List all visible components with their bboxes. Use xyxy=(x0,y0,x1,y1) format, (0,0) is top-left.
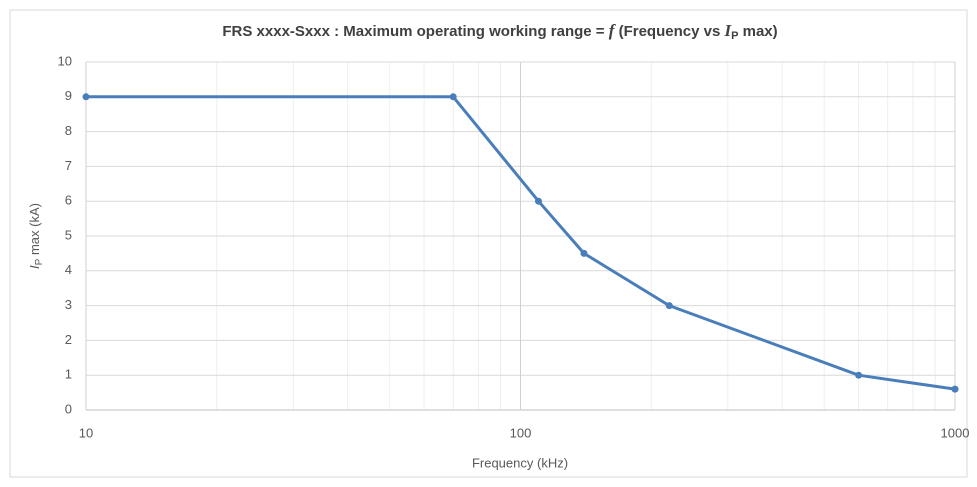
y-tick-label: 8 xyxy=(65,123,72,138)
chart-border xyxy=(9,9,968,478)
y-tick-label: 1 xyxy=(65,367,72,382)
title-part: max) xyxy=(738,23,777,40)
x-tick-label: 10 xyxy=(79,425,93,440)
y-label-part: I xyxy=(27,265,42,269)
title-part: (Frequency vs xyxy=(614,23,724,40)
chart-title: FRS xxxx-Sxxx : Maximum operating workin… xyxy=(222,21,777,42)
data-point xyxy=(82,93,90,101)
y-tick-label: 0 xyxy=(65,401,72,416)
data-point xyxy=(665,302,673,310)
x-tick-label: 1000 xyxy=(941,425,970,440)
title-part: FRS xxxx-Sxxx : Maximum operating workin… xyxy=(222,23,608,40)
title-part: f xyxy=(609,21,617,40)
y-tick-label: 3 xyxy=(65,297,72,312)
y-tick-label: 10 xyxy=(58,53,72,68)
y-label-part: P xyxy=(34,258,45,265)
y-tick-label: 2 xyxy=(65,332,72,347)
y-label-part: max (kA) xyxy=(27,203,42,259)
y-axis-label: IP max (kA) xyxy=(27,203,44,269)
title-part: I xyxy=(723,21,732,40)
data-point xyxy=(951,385,959,393)
y-tick-label: 9 xyxy=(65,88,72,103)
x-axis-label: Frequency (kHz) xyxy=(472,455,568,470)
y-tick-label: 7 xyxy=(65,158,72,173)
title-part: P xyxy=(731,30,738,42)
y-tick-label: 4 xyxy=(65,262,72,277)
x-tick-label: 100 xyxy=(510,425,532,440)
data-point xyxy=(855,371,863,379)
y-tick-label: 6 xyxy=(65,193,72,208)
data-point xyxy=(449,93,457,101)
data-point xyxy=(534,197,542,205)
y-tick-label: 5 xyxy=(65,227,72,242)
data-point xyxy=(580,249,588,257)
